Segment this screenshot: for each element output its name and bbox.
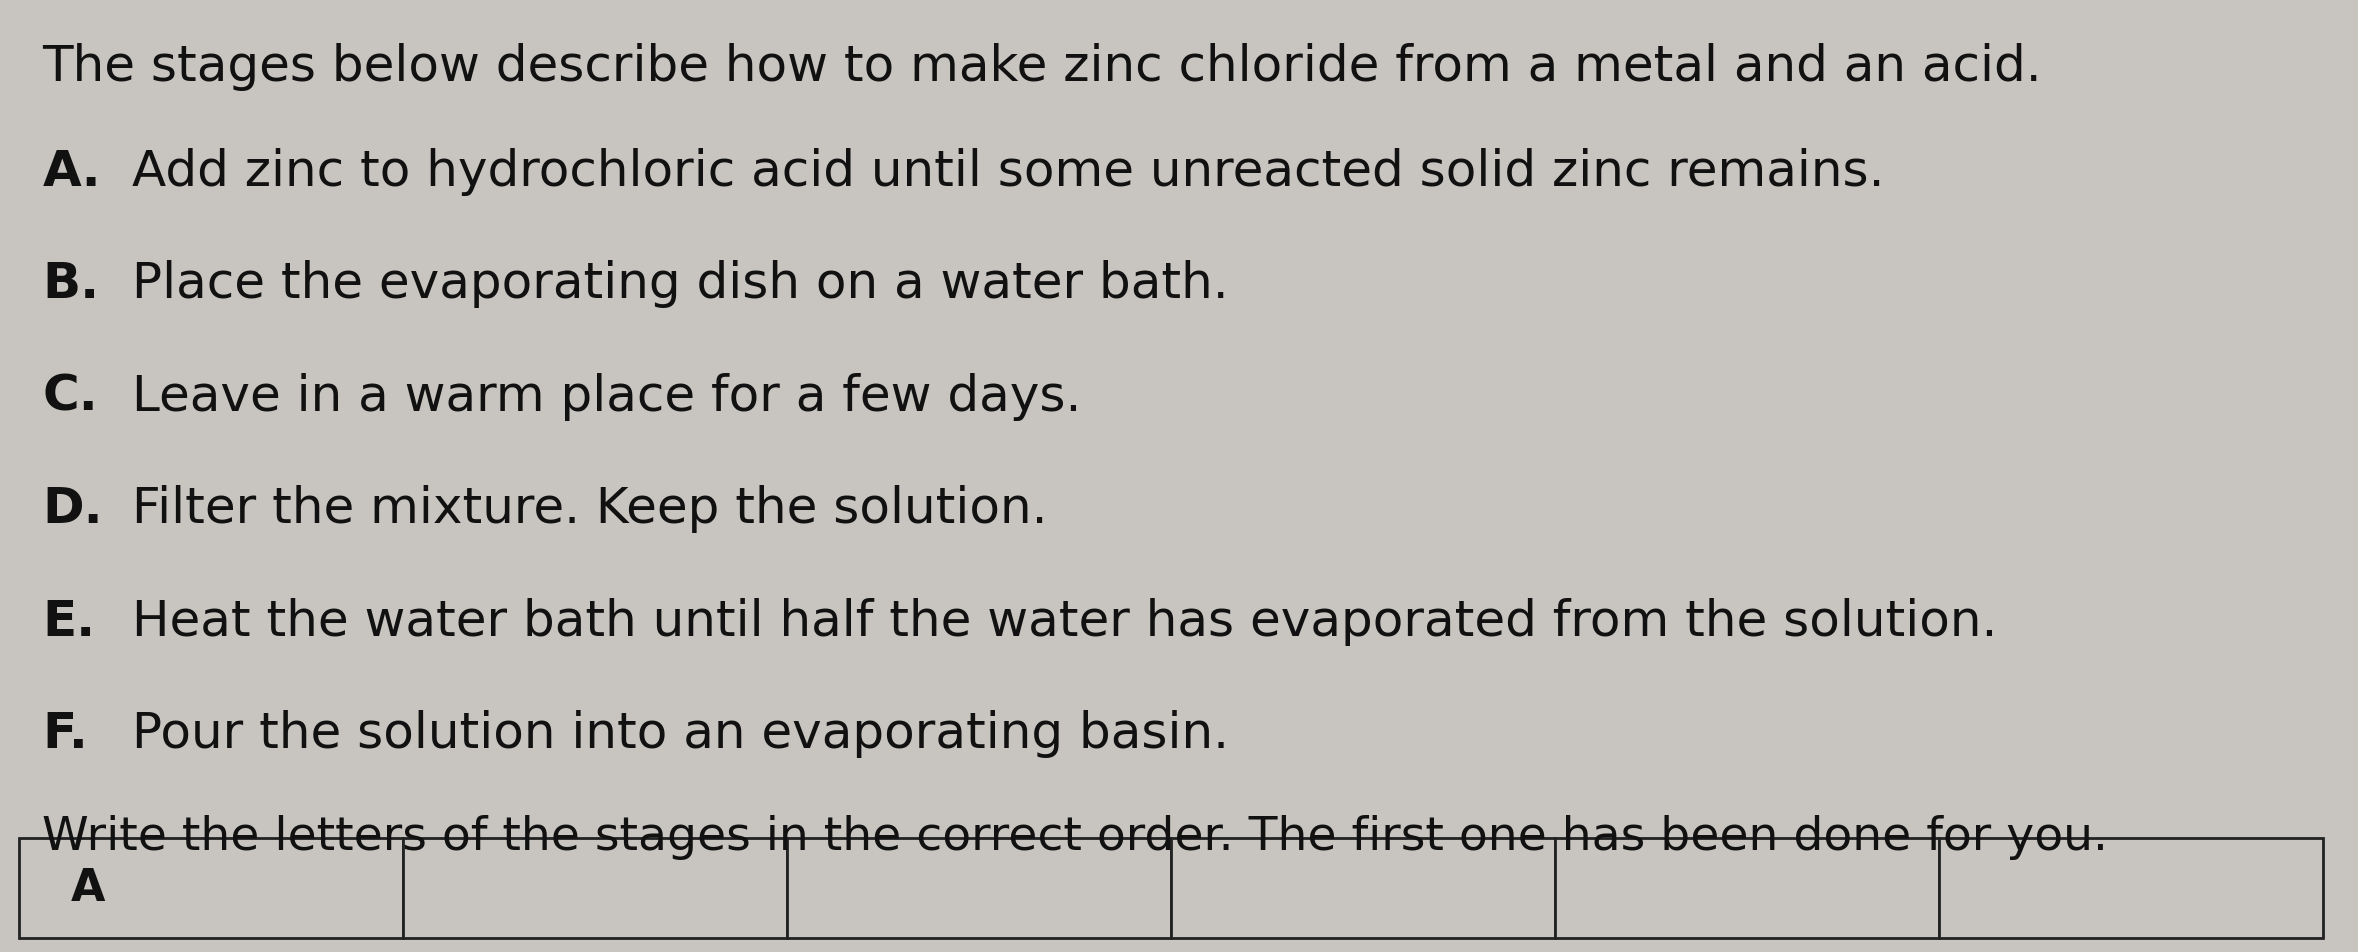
Text: Heat the water bath until half the water has evaporated from the solution.: Heat the water bath until half the water… (132, 597, 1997, 645)
Bar (1554, 838, 1938, 938)
Text: C.: C. (42, 372, 99, 420)
Text: Leave in a warm place for a few days.: Leave in a warm place for a few days. (132, 372, 1082, 420)
Bar (19, 838, 403, 938)
Text: Add zinc to hydrochloric acid until some unreacted solid zinc remains.: Add zinc to hydrochloric acid until some… (132, 148, 1884, 195)
Bar (788, 838, 1170, 938)
Text: F.: F. (42, 709, 87, 757)
Text: A.: A. (42, 148, 101, 195)
Text: The stages below describe how to make zinc chloride from a metal and an acid.: The stages below describe how to make zi… (42, 43, 2042, 90)
Text: Place the evaporating dish on a water bath.: Place the evaporating dish on a water ba… (132, 260, 1229, 307)
Text: Filter the mixture. Keep the solution.: Filter the mixture. Keep the solution. (132, 485, 1047, 532)
Text: Write the letters of the stages in the correct order. The first one has been don: Write the letters of the stages in the c… (42, 814, 2108, 859)
Text: E.: E. (42, 597, 97, 645)
Bar (1172, 838, 1554, 938)
Text: B.: B. (42, 260, 99, 307)
Text: Pour the solution into an evaporating basin.: Pour the solution into an evaporating ba… (132, 709, 1229, 757)
Text: D.: D. (42, 485, 104, 532)
Bar (1938, 838, 2323, 938)
Text: A: A (71, 866, 106, 909)
Bar (403, 838, 788, 938)
